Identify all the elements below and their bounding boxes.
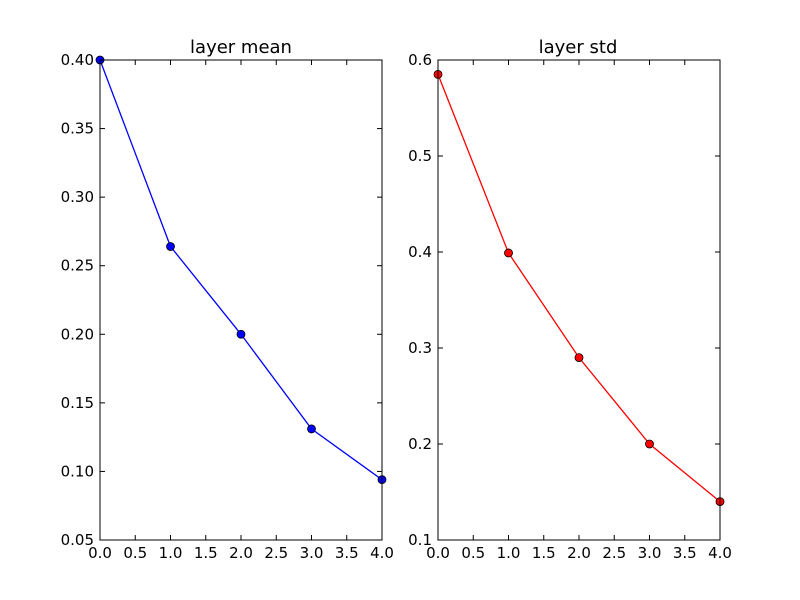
y-tick-label: 0.30	[61, 188, 94, 206]
y-tick-label: 0.25	[61, 257, 94, 275]
y-tick-label: 0.15	[61, 394, 94, 412]
plot-frame	[99, 59, 383, 541]
y-tick-label: 0.2	[408, 435, 432, 453]
x-tick-label: 4.0	[370, 544, 394, 562]
y-tick-label: 0.4	[408, 243, 432, 261]
y-tick-label: 0.10	[61, 462, 94, 480]
x-tick-label: 1.0	[497, 544, 521, 562]
y-tick-label: 0.20	[61, 325, 94, 343]
x-tick-label: 4.0	[708, 544, 732, 562]
y-tick-label: 0.40	[61, 51, 94, 69]
x-tick-label: 2.5	[264, 544, 288, 562]
data-point	[236, 329, 246, 339]
y-tick-label: 0.35	[61, 120, 94, 138]
x-tick-label: 3.5	[673, 544, 697, 562]
data-point	[574, 353, 584, 363]
x-tick-label: 1.0	[159, 544, 183, 562]
y-tick-label: 0.1	[408, 531, 432, 549]
x-tick-label: 3.0	[300, 544, 324, 562]
data-point	[166, 242, 175, 251]
data-point	[307, 424, 316, 434]
x-tick-label: 1.5	[194, 544, 218, 562]
y-tick-label: 0.3	[408, 339, 432, 357]
y-tick-label: 0.6	[408, 51, 432, 69]
data-point	[645, 439, 654, 449]
chart-layer-std: layer std 0.0 0.5 1.0 1.5 2.0 2.5 3.0 3.5 4.0 0.1…	[408, 37, 732, 562]
x-tick-label: 2.5	[602, 544, 626, 562]
chart-title: layer mean	[190, 37, 292, 58]
x-tick-label: 0.5	[123, 544, 147, 562]
chart-layer-mean: layer mean 0.0 0.5 1.0 1.5 2.0 2.5 3.0 3.5 4.0 0.…	[61, 37, 394, 562]
plot-area	[438, 60, 720, 540]
data-point	[504, 248, 513, 258]
x-tick-label: 2.0	[567, 544, 591, 562]
x-tick-label: 1.5	[532, 544, 556, 562]
y-tick-label: 0.5	[408, 147, 432, 165]
x-tick-label: 0.0	[88, 544, 112, 562]
plot-area	[100, 60, 382, 540]
plot-frame	[437, 59, 721, 541]
x-tick-label: 2.0	[229, 544, 253, 562]
x-tick-label: 3.0	[638, 544, 662, 562]
x-tick-label: 3.5	[335, 544, 359, 562]
y-tick-label: 0.05	[61, 531, 94, 549]
chart-title: layer std	[539, 37, 618, 58]
x-tick-label: 0.0	[426, 544, 450, 562]
x-tick-label: 0.5	[461, 544, 485, 562]
